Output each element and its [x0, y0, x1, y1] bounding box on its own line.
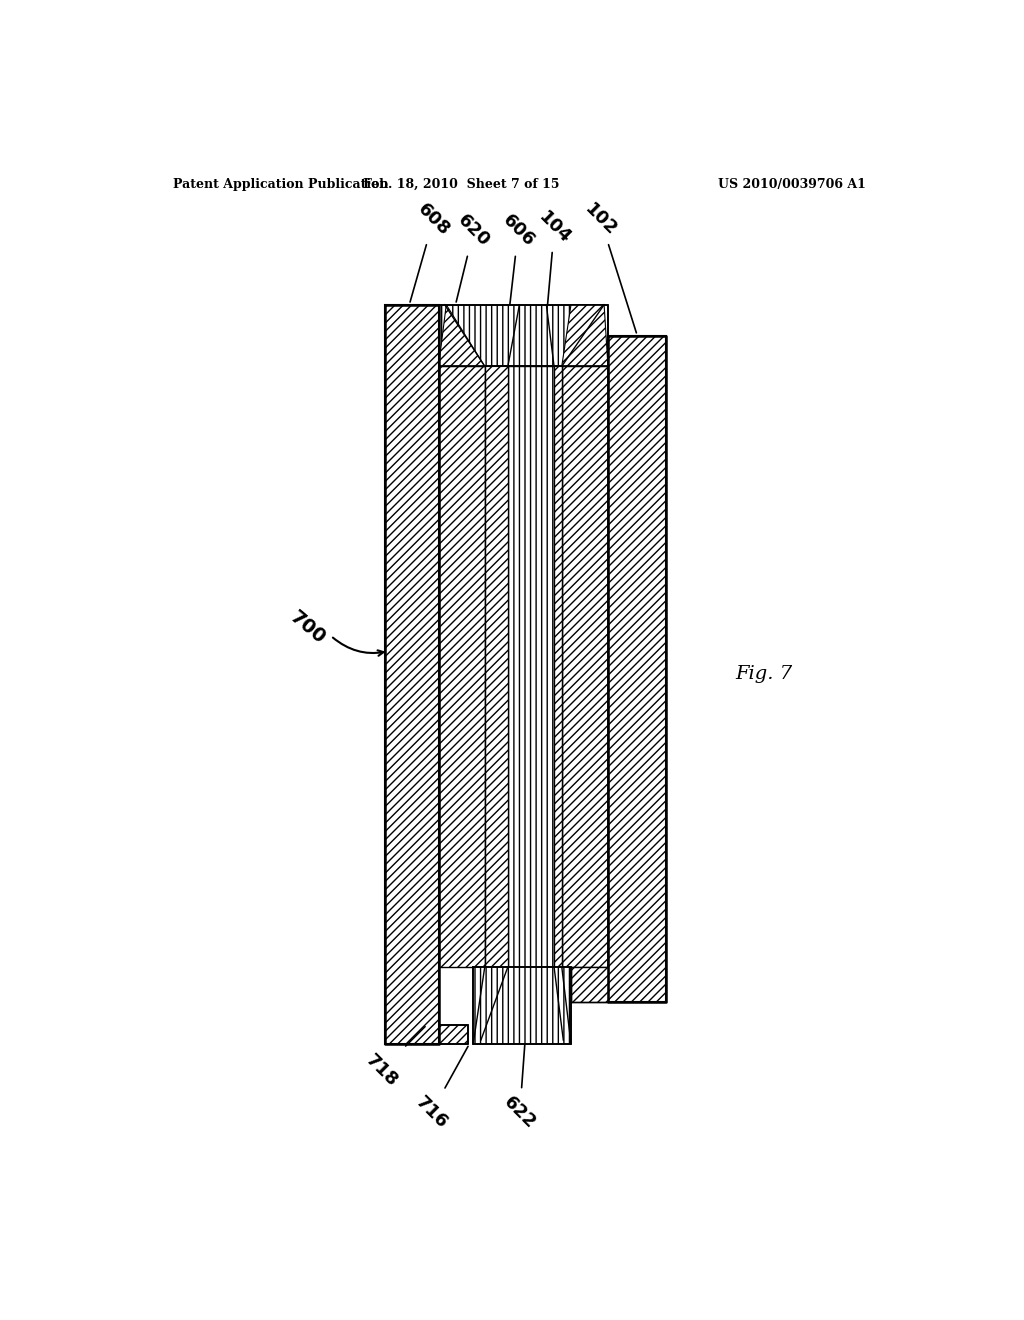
Bar — [508, 367, 554, 966]
Text: Feb. 18, 2010  Sheet 7 of 15: Feb. 18, 2010 Sheet 7 of 15 — [364, 178, 560, 190]
Polygon shape — [562, 367, 608, 966]
Polygon shape — [484, 367, 508, 966]
Bar — [473, 966, 571, 1044]
Text: Fig. 7: Fig. 7 — [735, 665, 793, 684]
Text: 620: 620 — [454, 211, 494, 302]
Text: 700: 700 — [286, 609, 329, 648]
Text: 104: 104 — [535, 207, 574, 333]
Bar — [438, 305, 608, 367]
Polygon shape — [562, 305, 608, 367]
Text: 606: 606 — [499, 211, 538, 306]
Polygon shape — [554, 367, 562, 966]
Bar — [608, 335, 666, 1002]
Bar — [571, 968, 608, 1002]
Polygon shape — [438, 367, 484, 966]
Text: Patent Application Publication: Patent Application Publication — [173, 178, 388, 190]
Text: 608: 608 — [410, 199, 454, 302]
Bar — [385, 305, 438, 1044]
Polygon shape — [438, 305, 484, 367]
Text: 622: 622 — [500, 1016, 540, 1133]
Text: 102: 102 — [581, 201, 636, 333]
Text: US 2010/0039706 A1: US 2010/0039706 A1 — [718, 178, 866, 190]
Text: 718: 718 — [361, 1027, 425, 1090]
Text: 716: 716 — [412, 1047, 468, 1133]
Bar — [438, 1024, 468, 1044]
